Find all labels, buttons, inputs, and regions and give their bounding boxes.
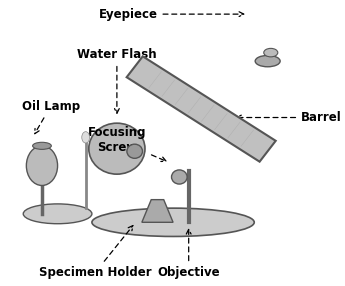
Text: Specimen Holder: Specimen Holder [39, 226, 151, 279]
Polygon shape [142, 200, 173, 222]
Text: Eyepiece: Eyepiece [98, 8, 244, 21]
Ellipse shape [255, 55, 280, 67]
Text: Objective: Objective [157, 229, 220, 279]
Ellipse shape [26, 146, 58, 186]
Circle shape [127, 144, 142, 158]
Ellipse shape [23, 204, 92, 224]
Ellipse shape [82, 132, 90, 143]
Text: Focusing
Screw: Focusing Screw [88, 126, 166, 162]
Ellipse shape [264, 48, 278, 57]
Polygon shape [127, 56, 276, 162]
Circle shape [89, 123, 145, 174]
Text: Water Flash: Water Flash [77, 48, 157, 113]
Text: Oil Lamp: Oil Lamp [22, 100, 80, 134]
Circle shape [171, 170, 187, 184]
Text: Barrel: Barrel [237, 111, 342, 124]
Ellipse shape [92, 208, 254, 237]
Ellipse shape [33, 142, 51, 149]
